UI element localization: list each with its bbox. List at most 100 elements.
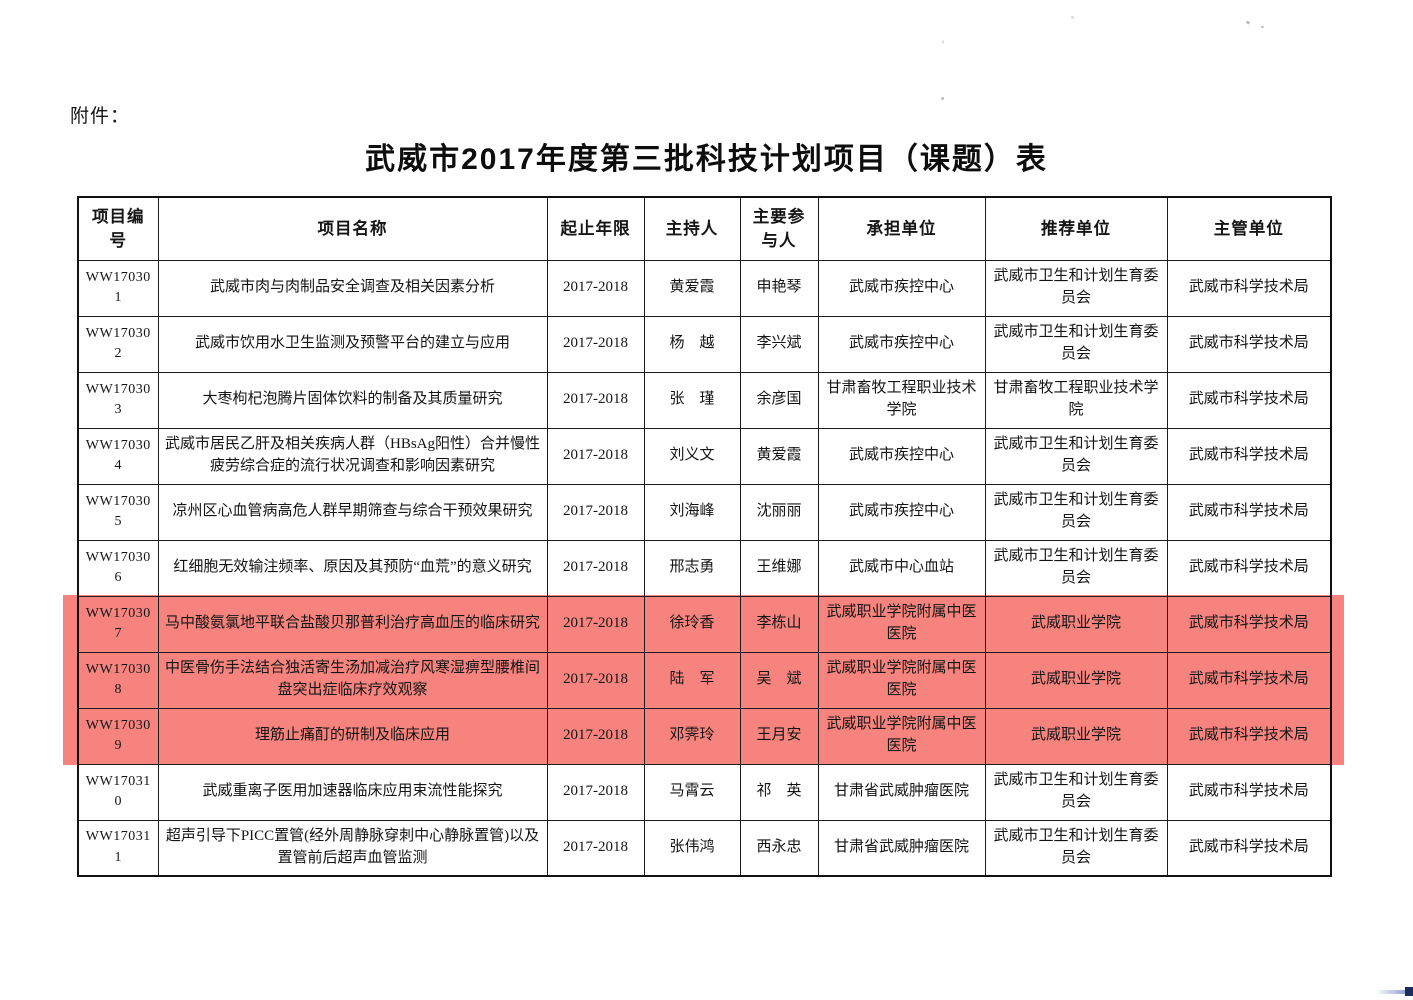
project-id-cell: WW170306 <box>77 539 159 597</box>
table-row: WW170301 武威市肉与肉制品安全调查及相关因素分析 2017-2018 黄爱霞申… <box>77 259 1332 317</box>
recommender-cell: 武威市卫生和计划生育委员会 <box>984 819 1168 877</box>
supervisor-cell: 武威市科学技术局 <box>1166 707 1332 765</box>
table-row: WW170303 大枣枸杞泡腾片固体饮料的制备及其质量研究 2017-2018 张 瑾… <box>77 371 1332 429</box>
project-name-cell: 武威市居民乙肝及相关疾病人群（HBsAg阳性）合并慢性疲劳综合症的流行状况调查和… <box>157 427 548 485</box>
recommender-cell: 武威市卫生和计划生育委员会 <box>984 539 1168 597</box>
project-name-cell: 中医骨伤手法结合独活寄生汤加减治疗风寒湿痹型腰椎间盘突出症临床疗效观察 <box>157 651 548 709</box>
leader-cell: 马霄云 <box>643 763 741 821</box>
project-id-cell: WW170307 <box>77 595 159 653</box>
scan-speck <box>942 40 944 44</box>
column-header-project-id: 项目编号 <box>77 196 159 261</box>
years-cell: 2017-2018 <box>546 763 645 821</box>
project-id-cell: WW170302 <box>77 315 159 373</box>
column-header-years: 起止年限 <box>546 196 645 261</box>
column-header-participants: 主要参与人 <box>739 196 819 261</box>
participant-cell: 王维娜 <box>739 539 819 597</box>
leader-cell: 张伟鸿 <box>643 819 741 877</box>
undertaker-cell: 武威职业学院附属中医医院 <box>817 707 986 765</box>
scan-speck <box>770 147 773 150</box>
leader-cell: 黄爱霞 <box>643 259 741 317</box>
years-cell: 2017-2018 <box>546 539 645 597</box>
column-header-recommender: 推荐单位 <box>984 196 1168 261</box>
table-row: WW170308 中医骨伤手法结合独活寄生汤加减治疗风寒湿痹型腰椎间盘突出症临床疗… <box>77 651 1332 709</box>
participant-cell: 李栋山 <box>739 595 819 653</box>
supervisor-cell: 武威市科学技术局 <box>1166 483 1332 541</box>
table-row: WW170304 武威市居民乙肝及相关疾病人群（HBsAg阳性）合并慢性疲劳综合症… <box>77 427 1332 485</box>
project-name-cell: 武威重离子医用加速器临床应用束流性能探究 <box>157 763 548 821</box>
scan-speck <box>1245 20 1251 25</box>
supervisor-cell: 武威市科学技术局 <box>1166 595 1332 653</box>
project-name-cell: 理筋止痛酊的研制及临床应用 <box>157 707 548 765</box>
years-cell: 2017-2018 <box>546 819 645 877</box>
table-row: WW170302 武威市饮用水卫生监测及预警平台的建立与应用 2017-2018 杨 … <box>77 315 1332 373</box>
table-header-row: 项目编号 项目名称 起止年限 主持人 主要参与人 承担单位 推荐单位 主管单位 <box>77 196 1332 261</box>
supervisor-cell: 武威市科学技术局 <box>1166 371 1332 429</box>
supervisor-cell: 武威市科学技术局 <box>1166 819 1332 877</box>
projects-table: 项目编号 项目名称 起止年限 主持人 主要参与人 承担单位 推荐单位 主管单位 WW17030… <box>77 196 1332 877</box>
page-title: 武威市2017年度第三批科技计划项目（课题）表 <box>365 143 1048 176</box>
leader-cell: 邢志勇 <box>643 539 741 597</box>
years-cell: 2017-2018 <box>546 651 645 709</box>
table-row: WW170310 武威重离子医用加速器临床应用束流性能探究 2017-2018 马霄云… <box>77 763 1332 821</box>
leader-cell: 杨 越 <box>643 315 741 373</box>
years-cell: 2017-2018 <box>546 707 645 765</box>
projects-table-wrap: 项目编号 项目名称 起止年限 主持人 主要参与人 承担单位 推荐单位 主管单位 WW17030… <box>63 196 1344 877</box>
participant-cell: 申艳琴 <box>739 259 819 317</box>
leader-cell: 刘义文 <box>643 427 741 485</box>
table-row: WW170307 马中酸氨氯地平联合盐酸贝那普利治疗高血压的临床研究 2017-20… <box>77 595 1332 653</box>
project-name-cell: 超声引导下PICC置管(经外周静脉穿刺中心静脉置管)以及置管前后超声血管监测 <box>157 819 548 877</box>
years-cell: 2017-2018 <box>546 427 645 485</box>
supervisor-cell: 武威市科学技术局 <box>1166 763 1332 821</box>
project-id-cell: WW170311 <box>77 819 159 877</box>
leader-cell: 张 瑾 <box>643 371 741 429</box>
participant-cell: 西永忠 <box>739 819 819 877</box>
column-header-supervisor: 主管单位 <box>1166 196 1332 261</box>
undertaker-cell: 武威职业学院附属中医医院 <box>817 595 986 653</box>
undertaker-cell: 武威市疾控中心 <box>817 259 986 317</box>
project-name-cell: 武威市饮用水卫生监测及预警平台的建立与应用 <box>157 315 548 373</box>
project-name-cell: 武威市肉与肉制品安全调查及相关因素分析 <box>157 259 548 317</box>
projects-table-body: WW170301 武威市肉与肉制品安全调查及相关因素分析 2017-2018 黄爱霞申… <box>77 259 1332 877</box>
leader-cell: 陆 军 <box>643 651 741 709</box>
undertaker-cell: 武威市疾控中心 <box>817 427 986 485</box>
participant-cell: 王月安 <box>739 707 819 765</box>
recommender-cell: 武威职业学院 <box>984 595 1168 653</box>
recommender-cell: 武威市卫生和计划生育委员会 <box>984 259 1168 317</box>
participant-cell: 李兴斌 <box>739 315 819 373</box>
project-id-cell: WW170308 <box>77 651 159 709</box>
undertaker-cell: 武威市中心血站 <box>817 539 986 597</box>
recommender-cell: 武威职业学院 <box>984 651 1168 709</box>
undertaker-cell: 武威职业学院附属中医医院 <box>817 651 986 709</box>
table-row: WW170306 红细胞无效输注频率、原因及其预防“血荒”的意义研究 2017-20… <box>77 539 1332 597</box>
scan-streak <box>1378 990 1408 994</box>
participant-cell: 余彦国 <box>739 371 819 429</box>
years-cell: 2017-2018 <box>546 483 645 541</box>
undertaker-cell: 甘肃省武威肿瘤医院 <box>817 763 986 821</box>
project-name-cell: 凉州区心血管病高危人群早期筛查与综合干预效果研究 <box>157 483 548 541</box>
recommender-cell: 武威市卫生和计划生育委员会 <box>984 483 1168 541</box>
years-cell: 2017-2018 <box>546 315 645 373</box>
undertaker-cell: 武威市疾控中心 <box>817 315 986 373</box>
supervisor-cell: 武威市科学技术局 <box>1166 315 1332 373</box>
project-id-cell: WW170303 <box>77 371 159 429</box>
scan-speck <box>1071 16 1074 19</box>
project-name-cell: 红细胞无效输注频率、原因及其预防“血荒”的意义研究 <box>157 539 548 597</box>
recommender-cell: 甘肃畜牧工程职业技术学院 <box>984 371 1168 429</box>
leader-cell: 徐玲香 <box>643 595 741 653</box>
participant-cell: 吴 斌 <box>739 651 819 709</box>
project-id-cell: WW170310 <box>77 763 159 821</box>
supervisor-cell: 武威市科学技术局 <box>1166 651 1332 709</box>
project-id-cell: WW170304 <box>77 427 159 485</box>
years-cell: 2017-2018 <box>546 259 645 317</box>
undertaker-cell: 甘肃畜牧工程职业技术学院 <box>817 371 986 429</box>
project-name-cell: 马中酸氨氯地平联合盐酸贝那普利治疗高血压的临床研究 <box>157 595 548 653</box>
project-name-cell: 大枣枸杞泡腾片固体饮料的制备及其质量研究 <box>157 371 548 429</box>
supervisor-cell: 武威市科学技术局 <box>1166 259 1332 317</box>
participant-cell: 黄爱霞 <box>739 427 819 485</box>
recommender-cell: 武威市卫生和计划生育委员会 <box>984 315 1168 373</box>
table-row: WW170305 凉州区心血管病高危人群早期筛查与综合干预效果研究 2017-201… <box>77 483 1332 541</box>
attachment-label: 附件： <box>70 106 131 127</box>
scan-streak-end <box>1405 987 1413 996</box>
undertaker-cell: 武威市疾控中心 <box>817 483 986 541</box>
